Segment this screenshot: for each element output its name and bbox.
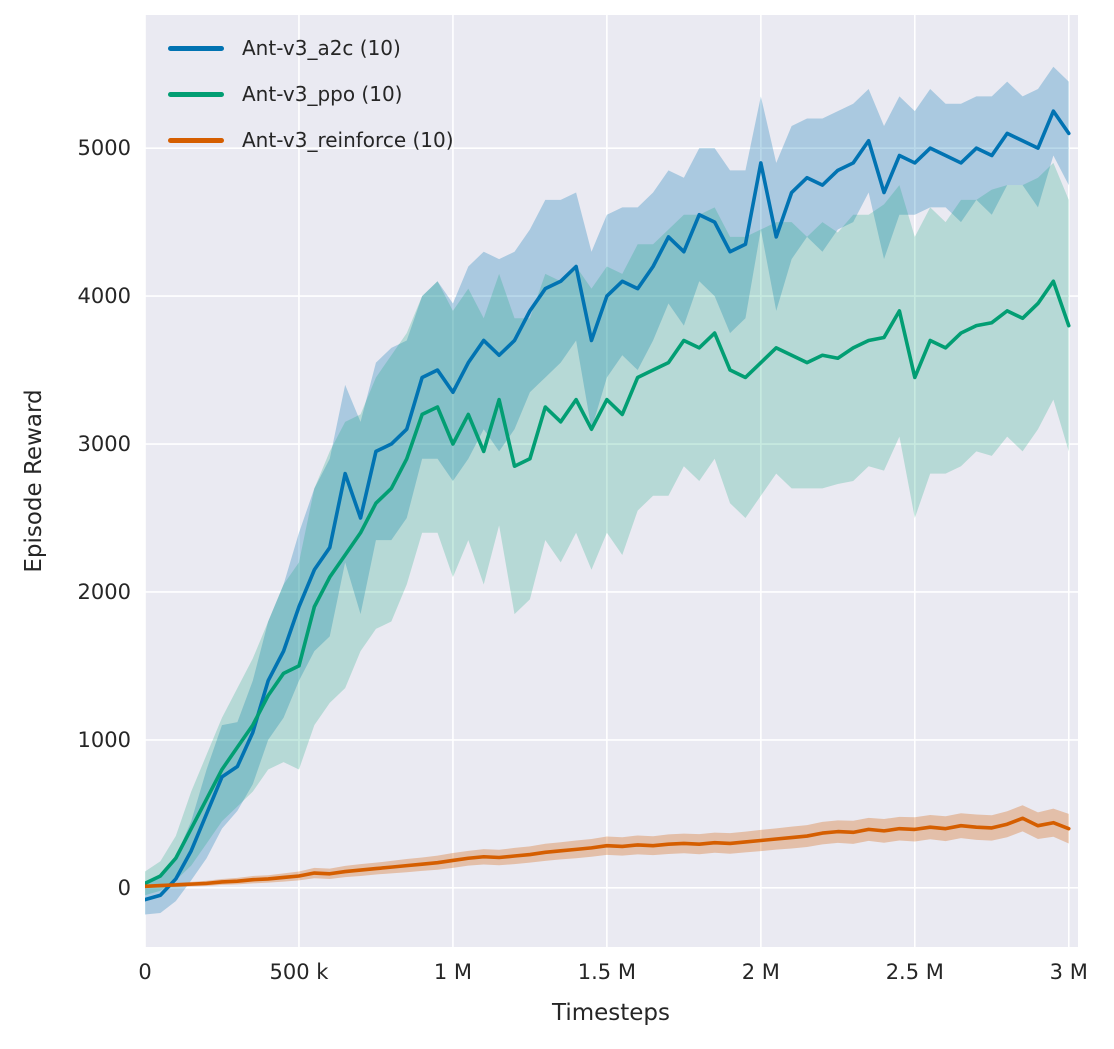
y-tick-label: 4000 [78,284,131,308]
legend-item-reinforce: Ant-v3_reinforce (10) [168,124,454,156]
axes-background [145,15,1078,947]
a2c-legend-label: Ant-v3_a2c (10) [242,36,401,60]
ppo-legend-swatch [168,91,224,97]
y-tick-label: 0 [118,876,131,900]
x-tick-label: 2 M [742,960,780,984]
a2c-legend-swatch [168,45,224,51]
x-tick-label: 1.5 M [578,960,636,984]
ppo-line [145,279,1071,886]
a2c-line [145,109,1071,902]
reinforce-line [145,816,1071,889]
x-tick-label: 1 M [434,960,472,984]
y-tick-label: 2000 [78,580,131,604]
legend-item-a2c: Ant-v3_a2c (10) [168,32,454,64]
reinforce-legend-label: Ant-v3_reinforce (10) [242,128,454,152]
ppo-legend-label: Ant-v3_ppo (10) [242,82,403,106]
y-tick-label: 1000 [78,728,131,752]
y-tick-label: 3000 [78,432,131,456]
a2c-confidence-band [145,66,1069,915]
x-tick-label: 3 M [1050,960,1088,984]
y-tick-label: 5000 [78,136,131,160]
y-axis-label: Episode Reward [21,389,47,573]
legend: Ant-v3_a2c (10) Ant-v3_ppo (10) Ant-v3_rei… [168,32,454,156]
x-tick-label: 0 [138,960,151,984]
x-tick-label: 500 k [269,960,329,984]
x-axis-label: Timesteps [551,1000,671,1026]
reinforce-legend-swatch [168,137,224,143]
legend-item-ppo: Ant-v3_ppo (10) [168,78,454,110]
x-tick-label: 2.5 M [886,960,944,984]
ppo-confidence-band [145,162,1069,896]
